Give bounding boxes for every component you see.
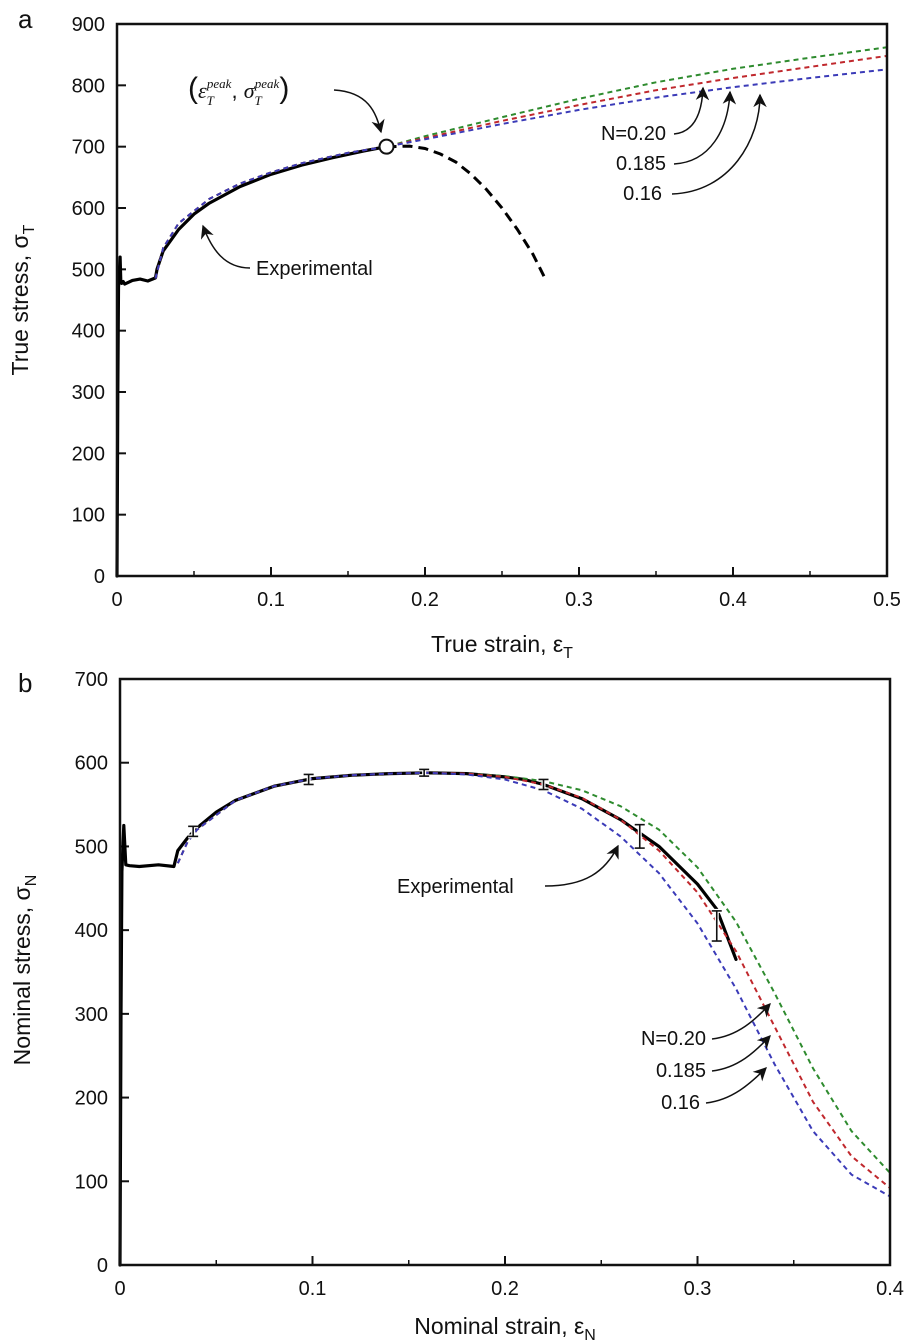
panel-a-ytick-label: 300 xyxy=(72,382,105,404)
panel-b-error-bars xyxy=(188,767,722,944)
panel-b-letter: b xyxy=(18,668,32,698)
panel-b-xtick-label: 0.2 xyxy=(491,1278,519,1300)
error-bar xyxy=(188,824,199,839)
panel-b-plot-area xyxy=(118,767,891,1267)
panel-b-ytick-label: 600 xyxy=(75,753,108,775)
panel-b-ytick-label: 700 xyxy=(75,669,108,691)
panel-b-xtick-label: 0.4 xyxy=(876,1278,904,1300)
panel-b-n0185-arrow xyxy=(711,1035,771,1072)
panel-a-n020-arrow xyxy=(673,86,710,135)
panel-a-xtick-label: 0.5 xyxy=(873,589,901,611)
panel-a-xtick-label: 0.3 xyxy=(565,589,593,611)
panel-b-n0185-line xyxy=(176,771,891,1189)
panel-a-n016-arrow xyxy=(671,93,767,195)
panel-b-ytick-label: 0 xyxy=(97,1255,108,1277)
panel-a-frame xyxy=(115,22,889,578)
panel-b-experimental-arrow xyxy=(544,844,619,887)
peak-arrow xyxy=(333,89,385,134)
panel-b: b 0 0.1 0.2 0.3 0.4 0 100 200 300 400 500 600 700 No… xyxy=(9,668,904,1344)
panel-a-letter: a xyxy=(18,4,33,34)
panel-a-n0185-label: 0.185 xyxy=(616,153,666,175)
panel-a-xtick-label: 0.4 xyxy=(719,589,747,611)
panel-a-ylabel: True stress, σT xyxy=(7,224,38,375)
panel-a-n020-label: N=0.20 xyxy=(601,123,666,145)
panel-a-xtick-label: 0 xyxy=(111,589,122,611)
error-bar xyxy=(634,822,645,851)
error-bar xyxy=(303,772,314,787)
panel-b-xtick-label: 0.1 xyxy=(299,1278,327,1300)
panel-b-n020-line xyxy=(176,771,891,1174)
panel-a-experimental-arrow xyxy=(200,224,251,269)
panel-a-ytick-label: 0 xyxy=(94,566,105,588)
panel-a-ytick-label: 400 xyxy=(72,321,105,343)
panel-a: a 0 0.1 0.2 0.3 0.4 0.5 0 100 200 300 400 500 600 700… xyxy=(7,4,901,662)
peak-point-marker xyxy=(378,138,395,155)
panel-b-xlabel: Nominal strain, εN xyxy=(414,1313,596,1344)
panel-a-experimental-line xyxy=(115,145,389,578)
panel-b-xtick-label: 0.3 xyxy=(684,1278,712,1300)
panel-b-ylabel: Nominal stress, σN xyxy=(9,875,40,1066)
panel-b-n016-label: 0.16 xyxy=(661,1092,700,1114)
panel-a-ytick-label: 800 xyxy=(72,75,105,97)
error-bar xyxy=(711,908,722,944)
panel-b-ticks: 0 0.1 0.2 0.3 0.4 0 100 200 300 400 500 600 700 xyxy=(75,669,904,1300)
panel-b-ytick-label: 500 xyxy=(75,836,108,858)
panel-b-n016-line xyxy=(176,771,891,1198)
panel-a-ytick-label: 100 xyxy=(72,505,105,527)
panel-b-experimental-label: Experimental xyxy=(397,876,514,898)
panel-a-ytick-label: 200 xyxy=(72,443,105,465)
error-bar xyxy=(538,777,549,792)
panel-a-xlabel: True strain, εT xyxy=(431,631,573,662)
panel-b-xtick-label: 0 xyxy=(114,1278,125,1300)
panel-a-ticks: 0 0.1 0.2 0.3 0.4 0.5 0 100 200 300 400 500 600 700 80… xyxy=(72,14,901,611)
panel-b-ytick-label: 400 xyxy=(75,920,108,942)
panel-a-ytick-label: 700 xyxy=(72,137,105,159)
panel-a-experimental-label: Experimental xyxy=(256,258,373,280)
panel-b-ytick-label: 200 xyxy=(75,1088,108,1110)
panel-b-ytick-label: 300 xyxy=(75,1004,108,1026)
panel-b-ytick-label: 100 xyxy=(75,1171,108,1193)
panel-a-ytick-label: 900 xyxy=(72,14,105,36)
panel-a-n0185-arrow xyxy=(673,90,737,165)
panel-a-xtick-label: 0.1 xyxy=(257,589,285,611)
panel-a-xtick-label: 0.2 xyxy=(411,589,439,611)
panel-a-n016-line xyxy=(154,68,888,279)
panel-b-n020-label: N=0.20 xyxy=(641,1028,706,1050)
panel-a-ytick-label: 500 xyxy=(72,259,105,281)
panel-b-frame xyxy=(118,677,892,1267)
panel-b-n0185-label: 0.185 xyxy=(656,1060,706,1082)
panel-a-ytick-label: 600 xyxy=(72,198,105,220)
panel-b-n016-arrow xyxy=(705,1067,767,1104)
panel-a-extrapolation-line xyxy=(386,144,547,280)
panel-b-n020-arrow xyxy=(711,1003,771,1040)
panel-a-n016-label: 0.16 xyxy=(623,183,662,205)
panel-a-plot-area xyxy=(115,46,888,578)
error-bar xyxy=(419,767,430,779)
peak-point-label: (εTpeak, σTpeak) xyxy=(188,72,289,108)
